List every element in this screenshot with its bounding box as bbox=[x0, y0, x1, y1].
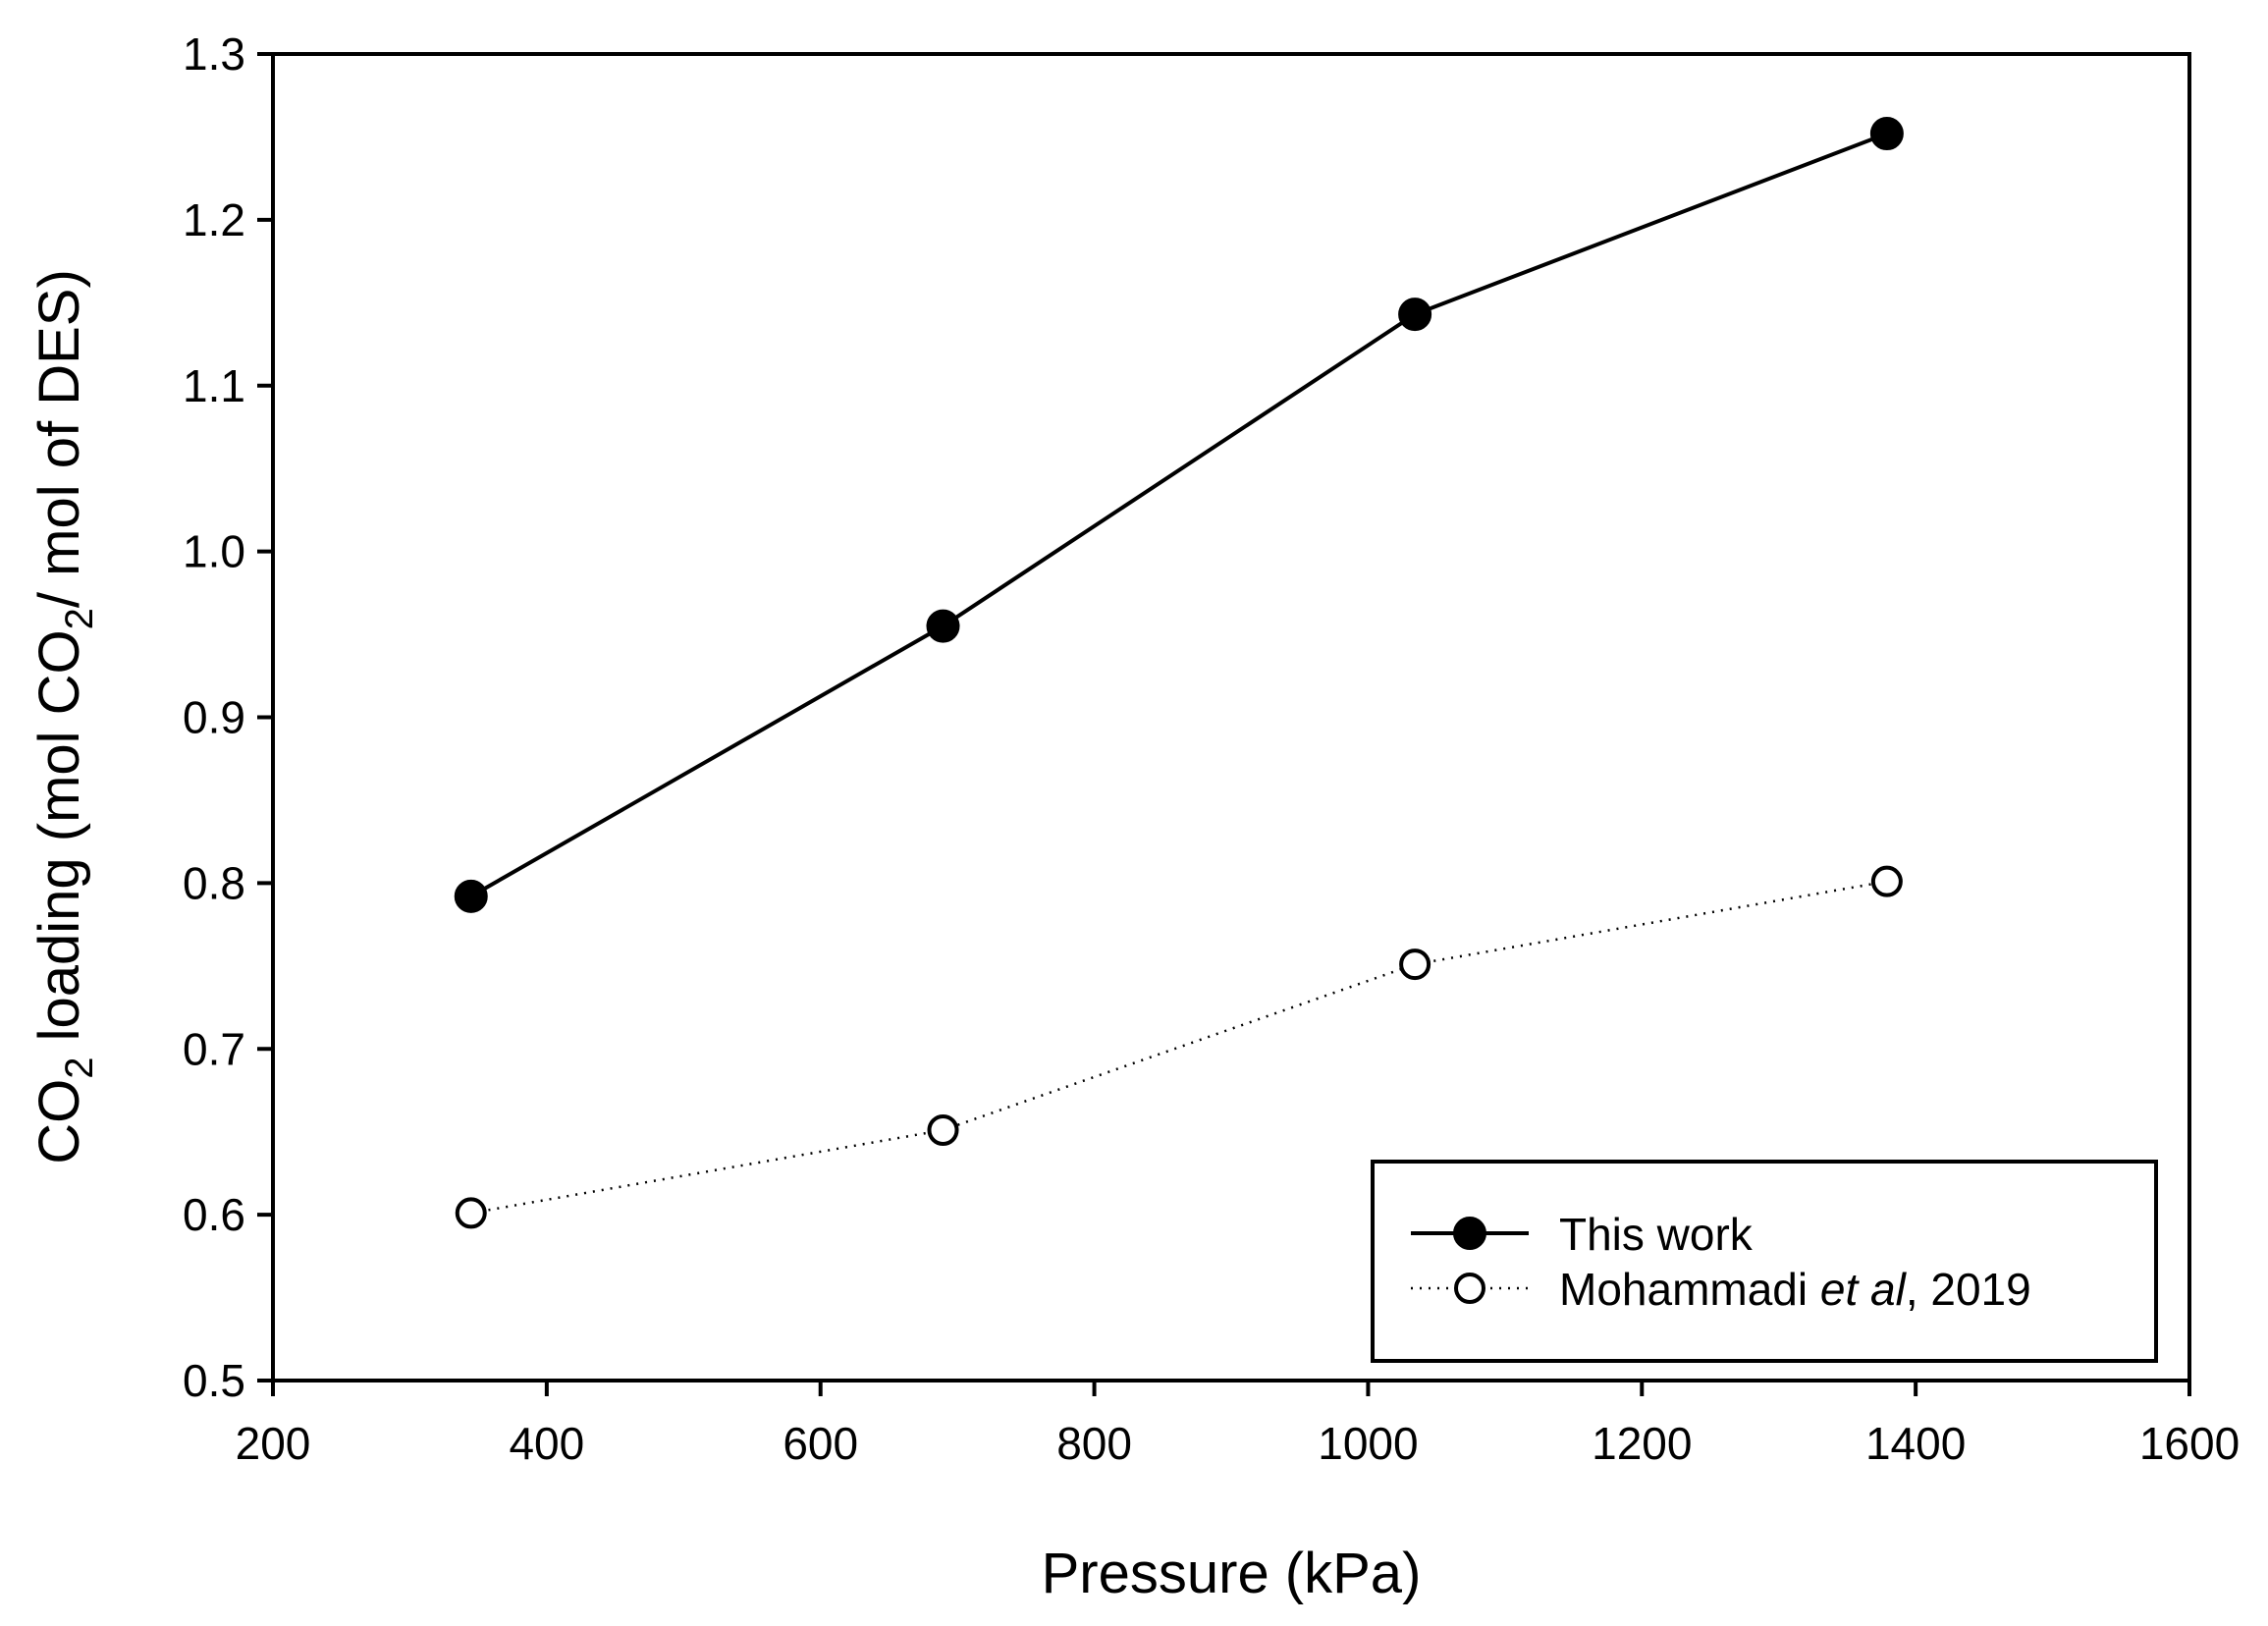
data-point-series-0 bbox=[454, 879, 488, 913]
data-point-series-1 bbox=[1399, 948, 1431, 981]
data-point-series-1 bbox=[927, 1113, 959, 1146]
y-tick-label: 1.0 bbox=[183, 526, 245, 577]
y-tick-label: 1.3 bbox=[183, 28, 245, 80]
y-tick-label: 0.9 bbox=[183, 692, 245, 743]
legend-marker-this-work bbox=[1453, 1217, 1486, 1250]
y-tick-label: 0.7 bbox=[183, 1023, 245, 1074]
y-tick-label: 0.5 bbox=[183, 1355, 245, 1406]
x-tick-label: 1400 bbox=[1865, 1418, 1966, 1469]
x-axis-ticks: 200 400 600 800 1000 1200 1400 1600 bbox=[236, 1381, 2240, 1469]
y-tick-label: 1.1 bbox=[183, 360, 245, 411]
x-tick-label: 200 bbox=[236, 1418, 311, 1469]
series-line-0 bbox=[469, 132, 1888, 898]
legend: This work Mohammadi et al, 2019 bbox=[1371, 1160, 2158, 1363]
x-tick-label: 1200 bbox=[1592, 1418, 1692, 1469]
series-layer bbox=[454, 117, 1904, 1229]
data-point-series-1 bbox=[455, 1197, 487, 1229]
x-axis-title: Pressure (kPa) bbox=[1042, 1542, 1422, 1605]
x-tick-label: 400 bbox=[509, 1418, 584, 1469]
x-tick-label: 600 bbox=[783, 1418, 858, 1469]
x-tick-label: 1600 bbox=[2139, 1418, 2240, 1469]
data-point-series-0 bbox=[926, 609, 960, 643]
data-point-series-0 bbox=[1398, 298, 1432, 332]
legend-box bbox=[1371, 1160, 2158, 1363]
data-point-series-1 bbox=[1870, 865, 1903, 897]
y-tick-label: 0.6 bbox=[183, 1189, 245, 1240]
y-tick-label: 1.2 bbox=[183, 194, 245, 245]
x-tick-label: 800 bbox=[1056, 1418, 1132, 1469]
series-line-1 bbox=[470, 880, 1888, 1215]
legend-label-this-work: This work bbox=[1559, 1209, 1754, 1260]
y-axis-ticks: 0.5 0.6 0.7 0.8 0.9 1.0 1.1 1.2 1.3 bbox=[183, 28, 273, 1406]
data-point-series-0 bbox=[1869, 117, 1904, 151]
legend-marker-mohammadi bbox=[1454, 1273, 1485, 1304]
y-tick-label: 0.8 bbox=[183, 857, 245, 908]
x-tick-label: 1000 bbox=[1318, 1418, 1418, 1469]
legend-label-mohammadi: Mohammadi et al, 2019 bbox=[1559, 1264, 2031, 1315]
y-axis-title: CO2 loading (mol CO2/ mol of DES) bbox=[27, 269, 101, 1165]
